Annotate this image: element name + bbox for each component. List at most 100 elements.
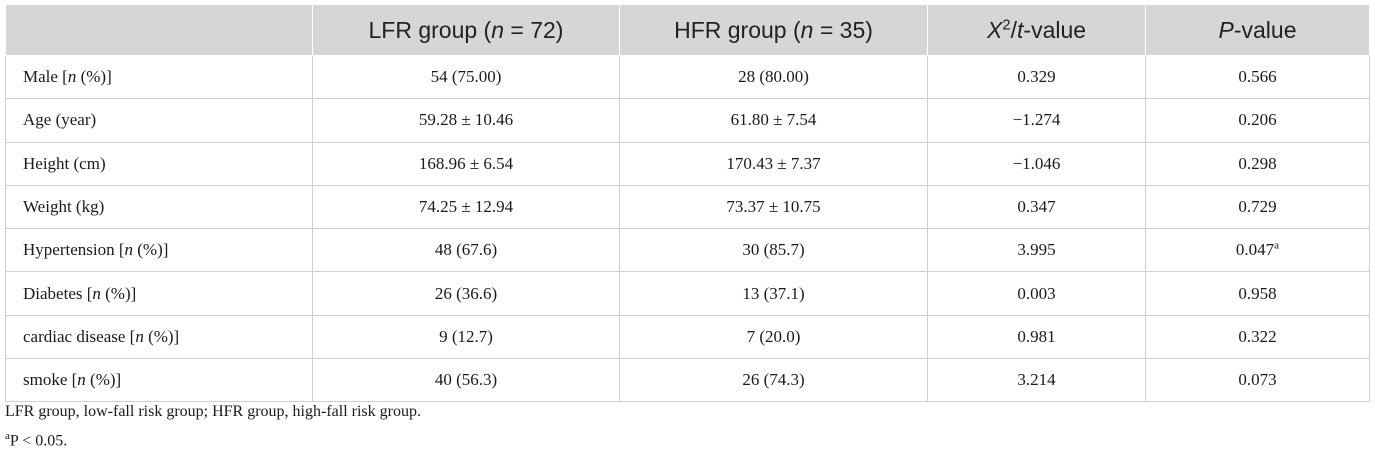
row-label-text: Weight (kg) (23, 197, 105, 217)
footnote-abbreviations: LFR group, low-fall risk group; HFR grou… (5, 403, 421, 420)
footnote-sig-marker: a (5, 430, 10, 442)
p-value-text: 0.298 (1238, 153, 1277, 173)
table-row: smoke [n (%)] 40 (56.3) 26 (74.3) 3.214 0.07… (5, 358, 1370, 403)
row-label-suffix: (%)] (85, 370, 122, 390)
cell-hfr-value: 30 (85.7) (619, 228, 928, 273)
cell-stat-value: 0.981 (927, 314, 1146, 360)
p-value-text: 0.073 (1238, 370, 1277, 390)
cell-hfr-value: 26 (74.3) (619, 358, 928, 403)
table-row: Diabetes [n (%)] 26 (36.6) 13 (37.1) 0.003 0… (5, 271, 1370, 316)
cell-stat-value: −1.274 (927, 98, 1146, 143)
row-label-text: smoke [ (23, 370, 78, 390)
row-label-italic: n (124, 240, 134, 260)
header-stat-t: t (1017, 16, 1024, 43)
row-label: Diabetes [n (%)] (5, 271, 313, 316)
cell-stat-value: −1.046 (927, 141, 1146, 186)
row-label-text: cardiac disease [ (23, 326, 136, 346)
table-row: cardiac disease [n (%)] 9 (12.7) 7 (20.0) 0… (5, 314, 1370, 360)
header-statistic: X2/t-value (927, 4, 1146, 56)
cell-stat-value: 0.329 (927, 54, 1146, 100)
header-hfr-suffix: = 35) (813, 16, 873, 43)
p-value-text: 0.047 (1235, 240, 1275, 260)
table-footnotes: LFR group, low-fall risk group; HFR grou… (5, 400, 421, 453)
row-label-text: Height (cm) (23, 153, 106, 173)
header-stat-suffix: -value (1023, 16, 1087, 43)
row-label-suffix: (%)] (76, 67, 112, 87)
row-label-text: Age (year) (23, 110, 97, 130)
cell-hfr-value: 61.80 ± 7.54 (619, 98, 928, 143)
header-stat-x: X (986, 16, 1003, 43)
table-body: Male [n (%)] 54 (75.00) 28 (80.00) 0.329 0.5… (5, 54, 1370, 403)
cell-hfr-value: 13 (37.1) (619, 271, 928, 316)
table-row: Height (cm) 168.96 ± 6.54 170.43 ± 7.37 −1.… (5, 141, 1370, 186)
cell-p-value: 0.298 (1145, 141, 1370, 186)
cell-hfr-value: 7 (20.0) (619, 314, 928, 360)
cell-p-value: 0.206 (1145, 98, 1370, 143)
cell-p-value: 0.073 (1145, 358, 1370, 403)
cell-p-value: 0.047a (1145, 228, 1370, 273)
cell-p-value: 0.322 (1145, 314, 1370, 360)
p-value-text: 0.958 (1238, 283, 1277, 303)
cell-lfr-value: 54 (75.00) (312, 54, 620, 100)
header-p-suffix: -value (1233, 16, 1297, 43)
cell-stat-value: 3.214 (927, 358, 1146, 403)
row-label-italic: n (67, 67, 77, 87)
cell-p-value: 0.729 (1145, 184, 1370, 230)
table-header: LFR group (n = 72) HFR group (n = 35) X2… (5, 4, 1370, 56)
cell-stat-value: 0.003 (927, 271, 1146, 316)
header-hfr-group: HFR group (n = 35) (619, 4, 928, 56)
footnote-sig-text: P < 0.05. (9, 432, 68, 450)
cell-lfr-value: 26 (36.6) (312, 271, 620, 316)
footnote-significance: aP < 0.05. (5, 424, 421, 453)
cell-stat-value: 3.995 (927, 228, 1146, 273)
header-lfr-suffix: = 72) (504, 16, 564, 43)
cell-p-value: 0.958 (1145, 271, 1370, 316)
table-row: Male [n (%)] 54 (75.00) 28 (80.00) 0.329 0.5… (5, 54, 1370, 100)
table-row: Weight (kg) 74.25 ± 12.94 73.37 ± 10.75 0.3… (5, 184, 1370, 230)
cell-hfr-value: 170.43 ± 7.37 (619, 141, 928, 186)
row-label-text: Hypertension [ (23, 240, 125, 260)
header-lfr-group: LFR group (n = 72) (312, 4, 620, 56)
row-label-italic: n (77, 370, 86, 390)
cell-lfr-value: 40 (56.3) (312, 358, 620, 403)
row-label-italic: n (135, 326, 144, 346)
table-row: Age (year) 59.28 ± 10.46 61.80 ± 7.54 −1.27… (5, 98, 1370, 143)
header-lfr-prefix: LFR group ( (368, 16, 492, 43)
row-label: Weight (kg) (5, 184, 313, 230)
header-hfr-prefix: HFR group ( (674, 16, 801, 43)
row-label-suffix: (%)] (133, 240, 169, 260)
row-label-text: Diabetes [ (23, 283, 93, 303)
row-label-suffix: (%)] (100, 283, 137, 303)
cell-stat-value: 0.347 (927, 184, 1146, 230)
row-label: Height (cm) (5, 141, 313, 186)
data-table-container: LFR group (n = 72) HFR group (n = 35) X2… (5, 4, 1370, 403)
header-p-value: P-value (1145, 4, 1370, 56)
cell-hfr-value: 28 (80.00) (619, 54, 928, 100)
row-label: Age (year) (5, 98, 313, 143)
row-label-suffix: (%)] (143, 326, 180, 346)
cell-lfr-value: 59.28 ± 10.46 (312, 98, 620, 143)
row-label: Hypertension [n (%)] (5, 228, 313, 273)
header-lfr-n: n (491, 16, 505, 43)
header-p-italic: P (1218, 16, 1234, 43)
row-label-text: Male [ (23, 67, 68, 87)
table-row: Hypertension [n (%)] 48 (67.6) 30 (85.7) 3.… (5, 228, 1370, 273)
header-row: LFR group (n = 72) HFR group (n = 35) X2… (5, 4, 1370, 56)
p-value-text: 0.206 (1238, 110, 1277, 130)
comparison-table: LFR group (n = 72) HFR group (n = 35) X2… (5, 4, 1370, 403)
cell-p-value: 0.566 (1145, 54, 1370, 100)
header-hfr-n: n (800, 16, 814, 43)
header-variable (5, 4, 313, 56)
row-label: cardiac disease [n (%)] (5, 314, 313, 360)
header-stat-sup: 2 (1002, 15, 1011, 33)
row-label: smoke [n (%)] (5, 358, 313, 403)
row-label-italic: n (92, 283, 101, 303)
cell-lfr-value: 74.25 ± 12.94 (312, 184, 620, 230)
row-label: Male [n (%)] (5, 54, 313, 100)
p-value-text: 0.322 (1238, 326, 1277, 346)
cell-lfr-value: 48 (67.6) (312, 228, 620, 273)
cell-lfr-value: 9 (12.7) (312, 314, 620, 360)
p-value-superscript: a (1274, 239, 1280, 252)
cell-hfr-value: 73.37 ± 10.75 (619, 184, 928, 230)
p-value-text: 0.729 (1238, 197, 1277, 217)
